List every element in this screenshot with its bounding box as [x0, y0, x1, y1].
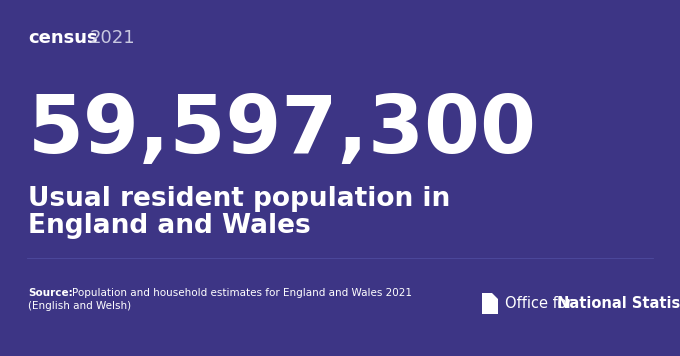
Text: 59,597,300: 59,597,300 [28, 92, 537, 170]
Text: (English and Welsh): (English and Welsh) [28, 301, 131, 311]
Text: National Statistics: National Statistics [557, 296, 680, 311]
Text: 2021: 2021 [90, 29, 135, 47]
Polygon shape [492, 293, 498, 299]
Text: Usual resident population in: Usual resident population in [28, 186, 450, 212]
Text: Source:: Source: [28, 288, 73, 298]
Text: Population and household estimates for England and Wales 2021: Population and household estimates for E… [72, 288, 412, 298]
FancyBboxPatch shape [482, 293, 498, 314]
Text: Office for: Office for [505, 296, 577, 311]
Text: census: census [28, 29, 98, 47]
Text: England and Wales: England and Wales [28, 213, 311, 239]
